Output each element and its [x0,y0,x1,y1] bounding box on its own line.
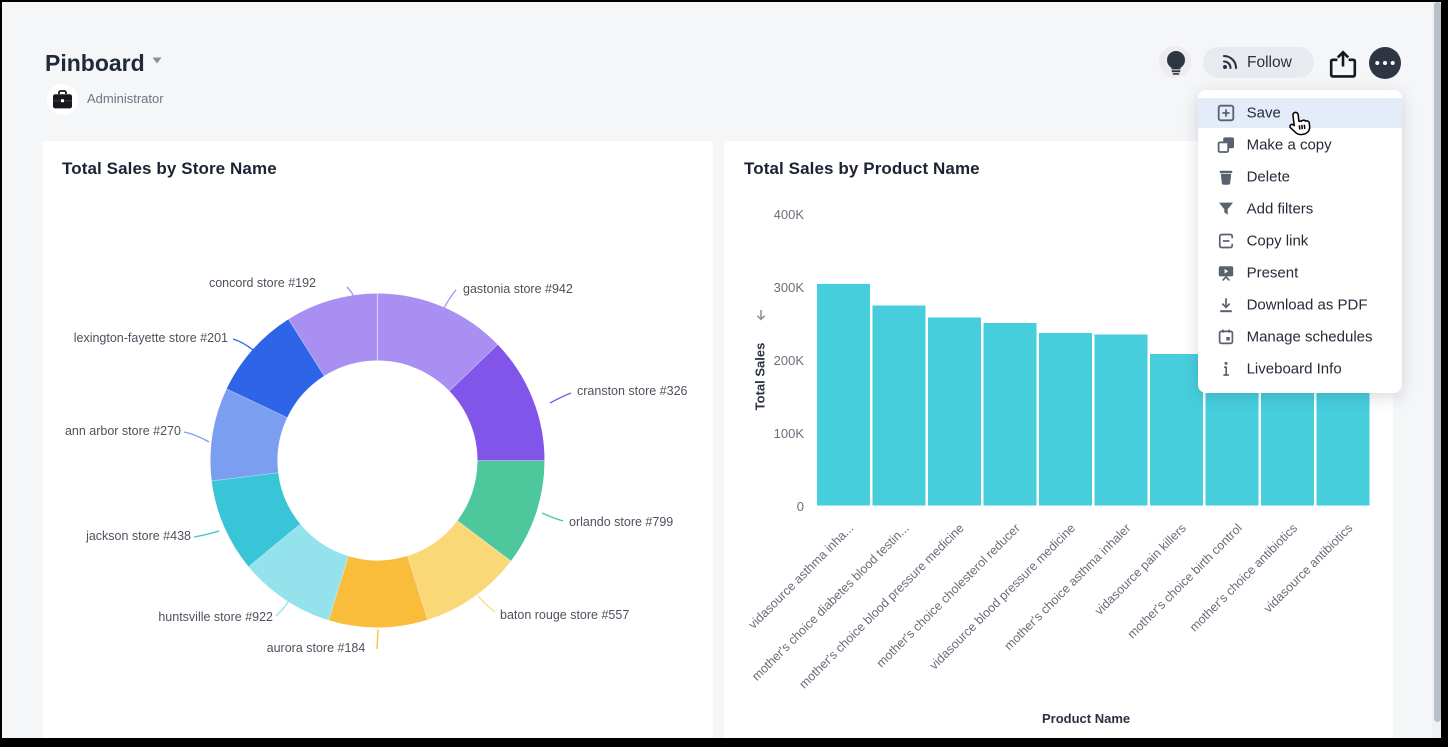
svg-text:concord store #192: concord store #192 [208,276,315,290]
svg-text:lexington-fayette store #201: lexington-fayette store #201 [73,331,227,345]
svg-text:gastonia store #942: gastonia store #942 [463,282,573,296]
svg-text:orlando store #799: orlando store #799 [569,515,673,529]
svg-text:ann arbor store #270: ann arbor store #270 [64,424,180,438]
svg-text:baton rouge store #557: baton rouge store #557 [500,608,629,622]
svg-text:cranston store #326: cranston store #326 [577,384,688,398]
svg-text:jackson store #438: jackson store #438 [85,529,191,543]
svg-text:huntsville store #922: huntsville store #922 [158,610,273,624]
svg-text:aurora store #184: aurora store #184 [266,641,365,655]
